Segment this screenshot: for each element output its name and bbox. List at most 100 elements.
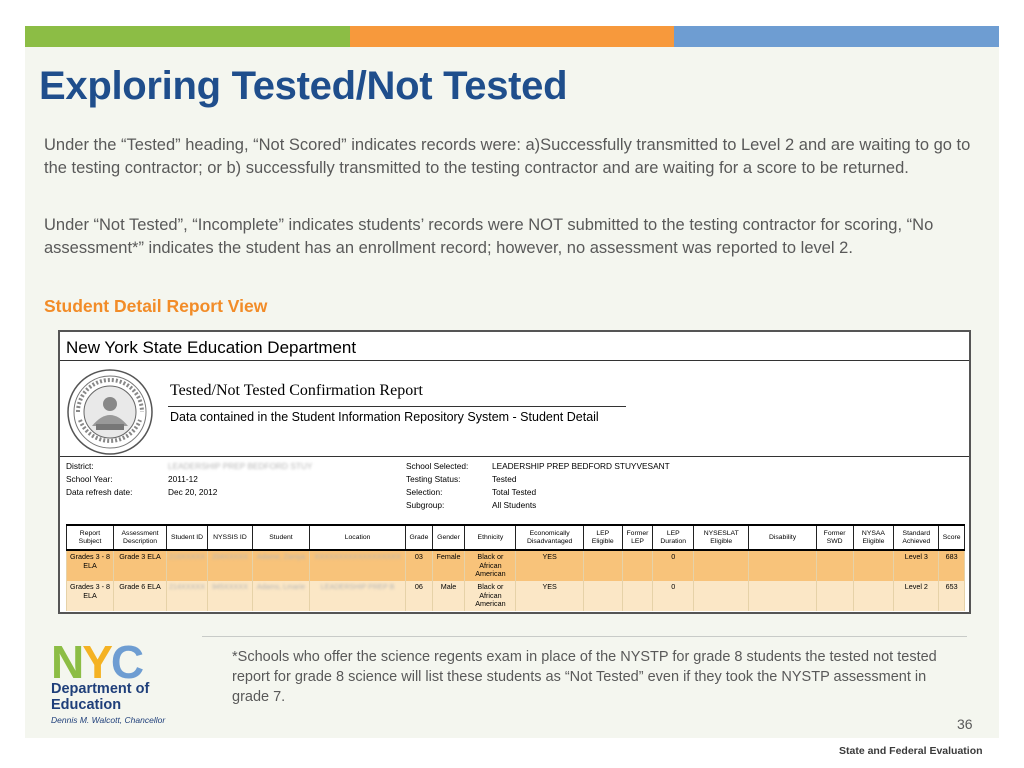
table-cell: Level 2 (893, 581, 940, 611)
column-header: Standard Achieved (893, 524, 940, 551)
redacted-value: Adame, Zaniya (256, 552, 306, 561)
meta-row: Selection: Total Tested (406, 486, 670, 499)
table-cell: Black or African American (464, 581, 517, 611)
table-row: Grades 3 - 8 ELA Grade 6 ELA 214XXXXX 94… (66, 581, 965, 611)
meta-label: District: (66, 461, 94, 471)
table-cell: Grade 6 ELA (112, 581, 168, 611)
divider (60, 456, 969, 457)
paragraph-not-tested: Under “Not Tested”, “Incomplete” indicat… (44, 216, 934, 257)
section-subheading: Student Detail Report View (44, 296, 268, 316)
footer-label: State and Federal Evaluation (839, 745, 983, 757)
column-header: Score (938, 524, 965, 551)
column-header: NYSSIS ID (206, 524, 253, 551)
report-org-title: New York State Education Department (66, 338, 357, 357)
table-cell (852, 550, 895, 581)
meta-row: School Year: 2011-12 (66, 473, 312, 486)
table-cell: YES (515, 581, 584, 611)
meta-value: Tested (492, 474, 517, 484)
meta-row: District: LEADERSHIP PREP BEDFORD STUY (66, 460, 312, 473)
column-header: Assessment Description (112, 524, 168, 551)
table-cell: 683 (938, 550, 965, 581)
table-cell (621, 550, 654, 581)
meta-row: School Selected: LEADERSHIP PREP BEDFORD… (406, 460, 670, 473)
table-cell (693, 581, 750, 611)
student-detail-table: Report Subject Assessment Description St… (66, 524, 965, 611)
header-bar-green (25, 26, 350, 47)
table-cell: Grade 3 ELA (112, 550, 168, 581)
meta-label: Testing Status: (406, 474, 461, 484)
table-cell: Grades 3 - 8 ELA (66, 550, 114, 581)
column-header: LEP Eligible (582, 524, 623, 551)
redacted-value: 945XXXXX (211, 582, 248, 591)
header-bar-orange (350, 26, 674, 47)
table-cell: 06 (405, 581, 433, 611)
dept-name: Department of Education (51, 681, 149, 713)
redacted-value: XXXXXXXXXXXXXXXXXX (314, 552, 401, 561)
paragraph-tested: Under the “Tested” heading, “Not Scored”… (44, 136, 971, 177)
column-header: Gender (431, 524, 466, 551)
table-cell (852, 581, 895, 611)
meta-label: School Year: (66, 474, 113, 484)
table-header-row: Report Subject Assessment Description St… (66, 524, 965, 551)
nyc-doe-logo: NYC (51, 640, 145, 688)
meta-label: Data refresh date: (66, 487, 133, 497)
meta-value: All Students (492, 500, 537, 510)
table-cell: Black or African American (464, 550, 517, 581)
redacted-value: Adams, Lmarie (256, 582, 306, 591)
slide: Exploring Tested/Not Tested Under the “T… (25, 26, 999, 738)
table-cell: YES (515, 550, 584, 581)
table-cell (693, 550, 750, 581)
table-cell: XXXXXXXXXXXXXXXXXX (309, 550, 407, 581)
column-header: Student (251, 524, 311, 551)
column-header: NYSESLAT Eligible (693, 524, 750, 551)
report-screenshot: New York State Education Department Test… (58, 330, 971, 614)
table-row: Grades 3 - 8 ELA Grade 3 ELA 216XXXXX 20… (66, 550, 965, 581)
footnote: *Schools who offer the science regents e… (232, 649, 937, 705)
table-cell: Adams, Lmarie (251, 581, 311, 611)
state-seal-icon (67, 369, 153, 455)
table-cell: 216XXXXX (166, 550, 208, 581)
table-cell: Level 3 (893, 550, 940, 581)
column-header: Student ID (166, 524, 208, 551)
table-cell (815, 550, 854, 581)
meta-value: Dec 20, 2012 (168, 487, 218, 497)
column-header: Former SWD (815, 524, 854, 551)
slide-title: Exploring Tested/Not Tested (39, 64, 568, 108)
table-cell: 03 (405, 550, 433, 581)
table-cell: 0 (652, 581, 695, 611)
report-meta-right: School Selected: LEADERSHIP PREP BEDFORD… (406, 460, 670, 512)
report-meta-left: District: LEADERSHIP PREP BEDFORD STUY S… (66, 460, 312, 499)
divider (60, 360, 969, 361)
meta-value: LEADERSHIP PREP BEDFORD STUY (168, 461, 313, 471)
table-cell (621, 581, 654, 611)
table-cell: 214XXXXX (166, 581, 208, 611)
dept-line: Education (51, 697, 122, 713)
footnote-divider (202, 636, 967, 637)
table-cell (582, 550, 623, 581)
column-header: NYSAA Eligible (852, 524, 895, 551)
column-header: Disability (748, 524, 817, 551)
table-cell: Grades 3 - 8 ELA (66, 581, 114, 611)
table-cell (748, 581, 817, 611)
meta-value: LEADERSHIP PREP BEDFORD STUYVESANT (492, 461, 670, 471)
table-cell: Male (431, 581, 466, 611)
meta-label: Selection: (406, 487, 443, 497)
header-bar-blue (674, 26, 999, 47)
table-cell: 204XXXXX (206, 550, 253, 581)
table-cell (582, 581, 623, 611)
meta-value: Total Tested (492, 487, 537, 497)
meta-row: Subgroup: All Students (406, 499, 670, 512)
table-cell: 0 (652, 550, 695, 581)
dept-line: Department of (51, 681, 150, 697)
chancellor-name: Dennis M. Walcott, Chancellor (51, 715, 166, 725)
redacted-value: 204XXXXX (211, 552, 248, 561)
redacted-value: 214XXXXX (169, 582, 205, 591)
report-subtitle: Data contained in the Student Informatio… (170, 410, 599, 424)
column-header: Location (309, 524, 407, 551)
column-header: Former LEP (621, 524, 654, 551)
column-header: Grade (405, 524, 433, 551)
meta-label: Subgroup: (406, 500, 445, 510)
redacted-value: 216XXXXX (169, 552, 205, 561)
column-header: LEP Duration (652, 524, 695, 551)
table-cell: 653 (938, 581, 965, 611)
